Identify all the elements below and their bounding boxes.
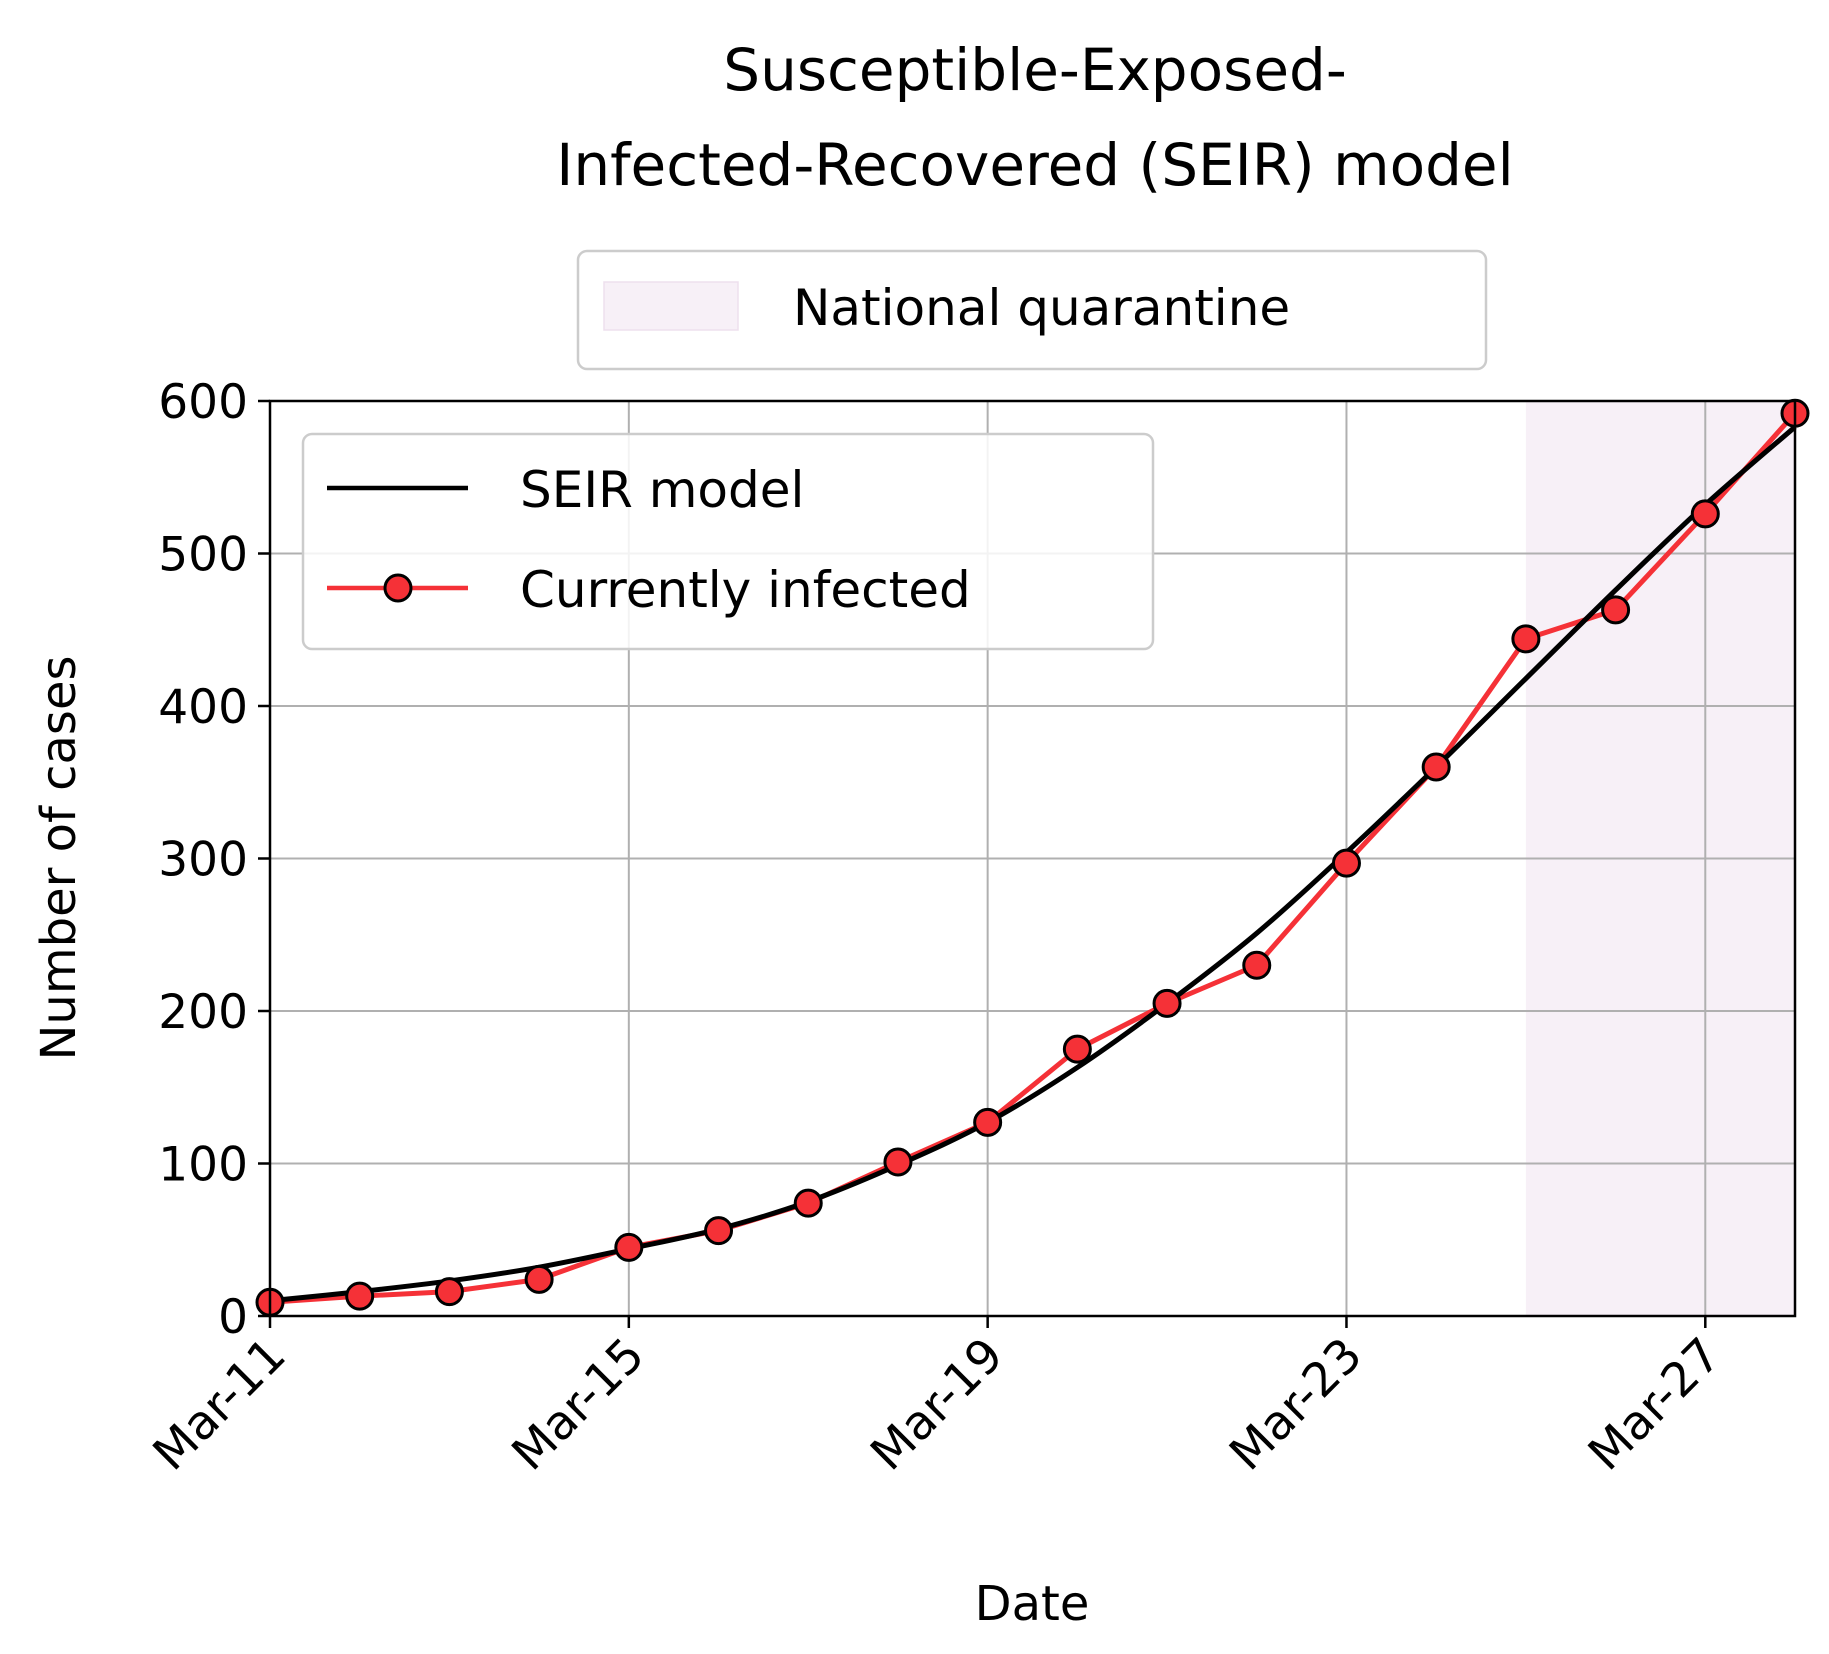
x-tick-label: Mar-15 <box>502 1328 656 1482</box>
data-point-currently-infected <box>345 1281 375 1311</box>
top-legend-swatch <box>603 281 739 331</box>
data-point-currently-infected <box>614 1232 644 1262</box>
data-point-currently-infected <box>1601 595 1631 625</box>
data-point-currently-infected <box>1062 1034 1092 1064</box>
data-point-currently-infected <box>1421 752 1451 782</box>
y-tick-label: 100 <box>158 1138 248 1193</box>
y-tick-label: 200 <box>158 985 248 1040</box>
data-point-currently-infected <box>793 1188 823 1218</box>
top-legend: National quarantine <box>576 249 1488 371</box>
y-tick-label: 600 <box>158 375 248 430</box>
data-point-currently-infected <box>704 1216 734 1246</box>
y-axis-label: Number of cases <box>31 656 87 1061</box>
series-legend-frame <box>301 432 1155 651</box>
legend-seir-label: SEIR model <box>520 461 804 519</box>
data-point-currently-infected <box>973 1107 1003 1137</box>
data-point-currently-infected <box>1511 624 1541 654</box>
data-point-currently-infected <box>883 1147 913 1177</box>
data-point-currently-infected <box>1242 950 1272 980</box>
chart-title-line1: Susceptible-Exposed- <box>723 36 1347 104</box>
x-axis-label: Date <box>975 1576 1090 1632</box>
legend-infected-label: Currently infected <box>520 561 971 619</box>
series-legend: SEIR model Currently infected <box>301 432 1155 651</box>
y-tick-label: 0 <box>218 1290 248 1345</box>
legend-infected-marker <box>383 573 413 603</box>
x-tick-label: Mar-11 <box>143 1328 297 1482</box>
y-tick-label: 500 <box>158 528 248 583</box>
data-point-currently-infected <box>1690 499 1720 529</box>
x-axis-ticks: Mar-11 Mar-15 Mar-19 Mar-23 Mar-27 <box>143 1316 1732 1481</box>
x-tick-label: Mar-23 <box>1219 1328 1373 1482</box>
chart-title-line2: Infected-Recovered (SEIR) model <box>556 131 1513 199</box>
data-point-currently-infected <box>434 1277 464 1307</box>
y-tick-label: 400 <box>158 680 248 735</box>
x-tick-label: Mar-19 <box>860 1328 1014 1482</box>
top-legend-frame <box>576 249 1488 371</box>
y-axis-ticks: 0 100 200 300 400 500 600 <box>158 375 270 1345</box>
data-point-currently-infected <box>524 1264 554 1294</box>
y-tick-label: 300 <box>158 833 248 888</box>
data-point-currently-infected <box>1152 988 1182 1018</box>
top-legend-label: National quarantine <box>793 279 1290 337</box>
x-tick-label: Mar-27 <box>1578 1328 1732 1482</box>
data-point-currently-infected <box>1331 848 1361 878</box>
series-line-currently-infected <box>269 411 1797 1305</box>
